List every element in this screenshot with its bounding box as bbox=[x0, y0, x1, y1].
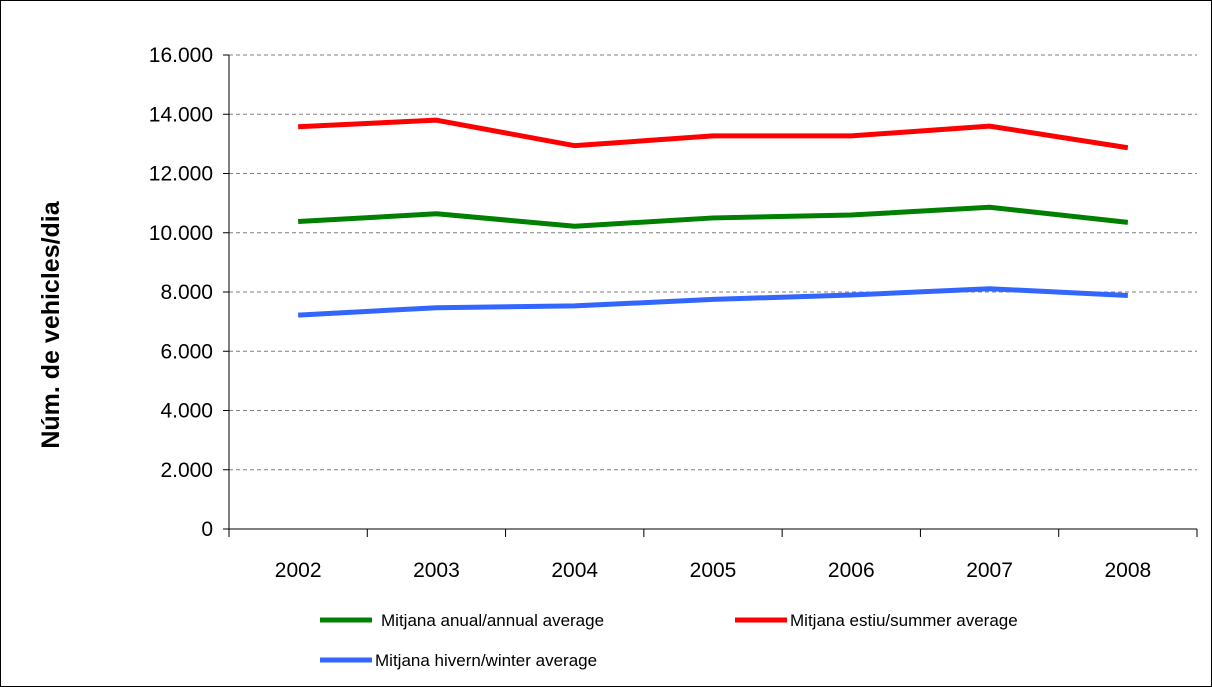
axes bbox=[223, 54, 1198, 537]
y-tick-labels: 0 2.000 4.000 6.000 8.000 10.000 12.000 14.000 1… bbox=[149, 44, 213, 541]
series-lines bbox=[298, 117, 1129, 318]
gridlines bbox=[229, 54, 1197, 471]
series-line-1 bbox=[298, 204, 1129, 229]
series-line-3 bbox=[298, 286, 1128, 318]
legend-label: Mitjana estiu/summer average bbox=[790, 611, 1018, 630]
y-tick-label: 10.000 bbox=[149, 222, 213, 245]
legend-label: Mitjana anual/annual average bbox=[381, 611, 604, 630]
y-tick-label: 0 bbox=[201, 518, 213, 541]
x-tick-label: 2005 bbox=[690, 559, 737, 582]
x-tick-labels: 2002 2003 2004 2005 2006 2007 2008 bbox=[275, 559, 1151, 582]
series-line-2 bbox=[298, 117, 1129, 151]
y-axis-title: Núm. de vehicles/dia bbox=[37, 200, 65, 448]
x-tick-label: 2008 bbox=[1104, 559, 1151, 582]
x-tick-label: 2003 bbox=[413, 559, 460, 582]
y-tick-label: 4.000 bbox=[160, 400, 213, 423]
x-tick-label: 2007 bbox=[966, 559, 1013, 582]
y-tick-label: 14.000 bbox=[149, 103, 213, 126]
x-tick-label: 2002 bbox=[275, 559, 322, 582]
x-tick-label: 2004 bbox=[551, 559, 598, 582]
y-tick-label: 12.000 bbox=[149, 163, 213, 186]
y-tick-label: 2.000 bbox=[160, 459, 213, 482]
y-tick-label: 6.000 bbox=[160, 340, 213, 363]
y-tick-label: 8.000 bbox=[160, 281, 213, 304]
y-tick-label: 16.000 bbox=[149, 44, 213, 67]
legend: Mitjana anual/annual average Mitjana esti… bbox=[320, 611, 1018, 670]
x-tick-label: 2006 bbox=[828, 559, 875, 582]
legend-label: Mitjana hivern/winter average bbox=[375, 651, 597, 670]
